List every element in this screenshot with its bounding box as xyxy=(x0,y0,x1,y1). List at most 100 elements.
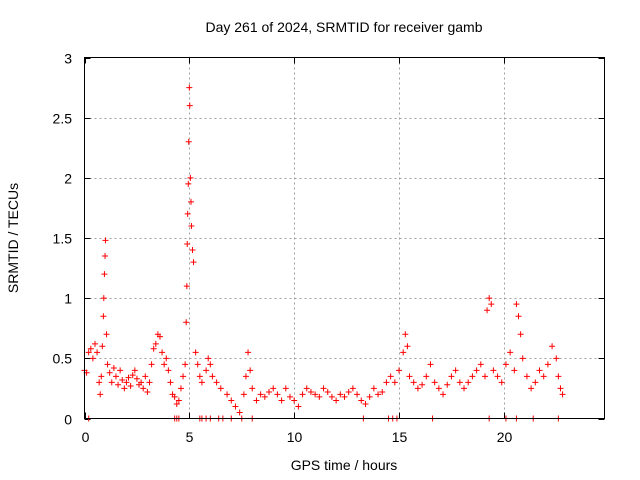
data-point xyxy=(144,389,151,396)
data-point xyxy=(188,222,195,229)
data-point xyxy=(423,373,430,380)
data-point xyxy=(282,385,289,392)
data-point xyxy=(544,361,551,368)
data-point xyxy=(532,379,539,386)
data-point xyxy=(175,397,182,404)
data-point xyxy=(477,361,484,368)
data-point xyxy=(186,84,193,91)
data-point xyxy=(444,381,451,388)
data-point xyxy=(540,373,547,380)
data-point xyxy=(182,361,189,368)
data-point xyxy=(494,373,501,380)
data-point xyxy=(559,391,566,398)
data-point xyxy=(190,259,197,266)
data-point xyxy=(270,385,277,392)
data-point xyxy=(101,271,108,278)
data-point xyxy=(87,345,94,352)
data-point xyxy=(232,403,239,410)
data-point xyxy=(184,241,191,248)
data-point xyxy=(100,295,107,302)
data-point xyxy=(148,361,155,368)
data-point xyxy=(379,389,386,396)
y-tick-label: 3 xyxy=(64,51,72,67)
data-point xyxy=(419,381,426,388)
data-point xyxy=(196,373,203,380)
data-point xyxy=(400,349,407,356)
data-point xyxy=(156,333,163,340)
data-point xyxy=(307,389,314,396)
data-point xyxy=(127,383,134,390)
data-point xyxy=(358,397,365,404)
data-point xyxy=(448,373,455,380)
x-tick-label: 15 xyxy=(392,429,408,445)
y-tick-label: 1 xyxy=(64,291,72,307)
data-point xyxy=(375,391,382,398)
data-point xyxy=(189,247,196,254)
data-point xyxy=(345,389,352,396)
data-point xyxy=(108,379,115,386)
data-point xyxy=(185,138,192,145)
data-point xyxy=(159,349,166,356)
data-point xyxy=(349,385,356,392)
data-point xyxy=(517,331,524,338)
data-point xyxy=(523,373,530,380)
data-point xyxy=(370,385,377,392)
data-point xyxy=(456,379,463,386)
data-point xyxy=(261,393,268,400)
data-point xyxy=(167,379,174,386)
data-point xyxy=(484,307,491,314)
data-point xyxy=(142,373,149,380)
data-point xyxy=(490,367,497,374)
data-point xyxy=(435,385,442,392)
data-point xyxy=(536,367,543,374)
data-point xyxy=(184,210,191,217)
y-tick-labels: 0 0.5 1 1.5 2 2.5 3 xyxy=(53,51,73,428)
data-point xyxy=(194,361,201,368)
data-point xyxy=(173,401,180,408)
data-point xyxy=(362,401,369,408)
data-point xyxy=(513,301,520,308)
data-point xyxy=(163,355,170,362)
data-point xyxy=(140,385,147,392)
data-point xyxy=(320,385,327,392)
data-point xyxy=(171,393,178,400)
data-point xyxy=(291,397,298,404)
data-point xyxy=(104,361,111,368)
data-point xyxy=(303,385,310,392)
data-point xyxy=(146,379,153,386)
data-point xyxy=(488,301,495,308)
plot-frame xyxy=(84,57,605,419)
data-point xyxy=(414,385,421,392)
data-point xyxy=(106,369,113,376)
data-point xyxy=(125,374,132,381)
data-point xyxy=(511,367,518,374)
data-point xyxy=(452,367,459,374)
data-point xyxy=(152,340,159,347)
data-point xyxy=(188,198,195,205)
data-point xyxy=(245,349,252,356)
data-point xyxy=(481,373,488,380)
x-tick-labels: 0 5 10 15 20 xyxy=(82,429,513,445)
data-point xyxy=(205,355,212,362)
grid xyxy=(84,57,605,419)
data-point xyxy=(333,397,340,404)
data-point xyxy=(354,391,361,398)
data-point xyxy=(110,364,117,371)
data-point xyxy=(131,367,138,374)
data-point xyxy=(469,373,476,380)
x-tick-label: 5 xyxy=(186,429,194,445)
data-point xyxy=(100,313,107,320)
data-point xyxy=(217,385,224,392)
y-axis-label: SRMTID / TECUs xyxy=(5,183,21,293)
data-point xyxy=(198,379,205,386)
data-point xyxy=(102,237,109,244)
data-point xyxy=(177,385,184,392)
data-point xyxy=(465,379,472,386)
data-point xyxy=(180,373,187,380)
data-point xyxy=(94,349,101,356)
data-point xyxy=(249,385,256,392)
data-point xyxy=(312,391,319,398)
data-point xyxy=(266,389,273,396)
data-point xyxy=(253,397,260,404)
data-point xyxy=(187,174,194,181)
